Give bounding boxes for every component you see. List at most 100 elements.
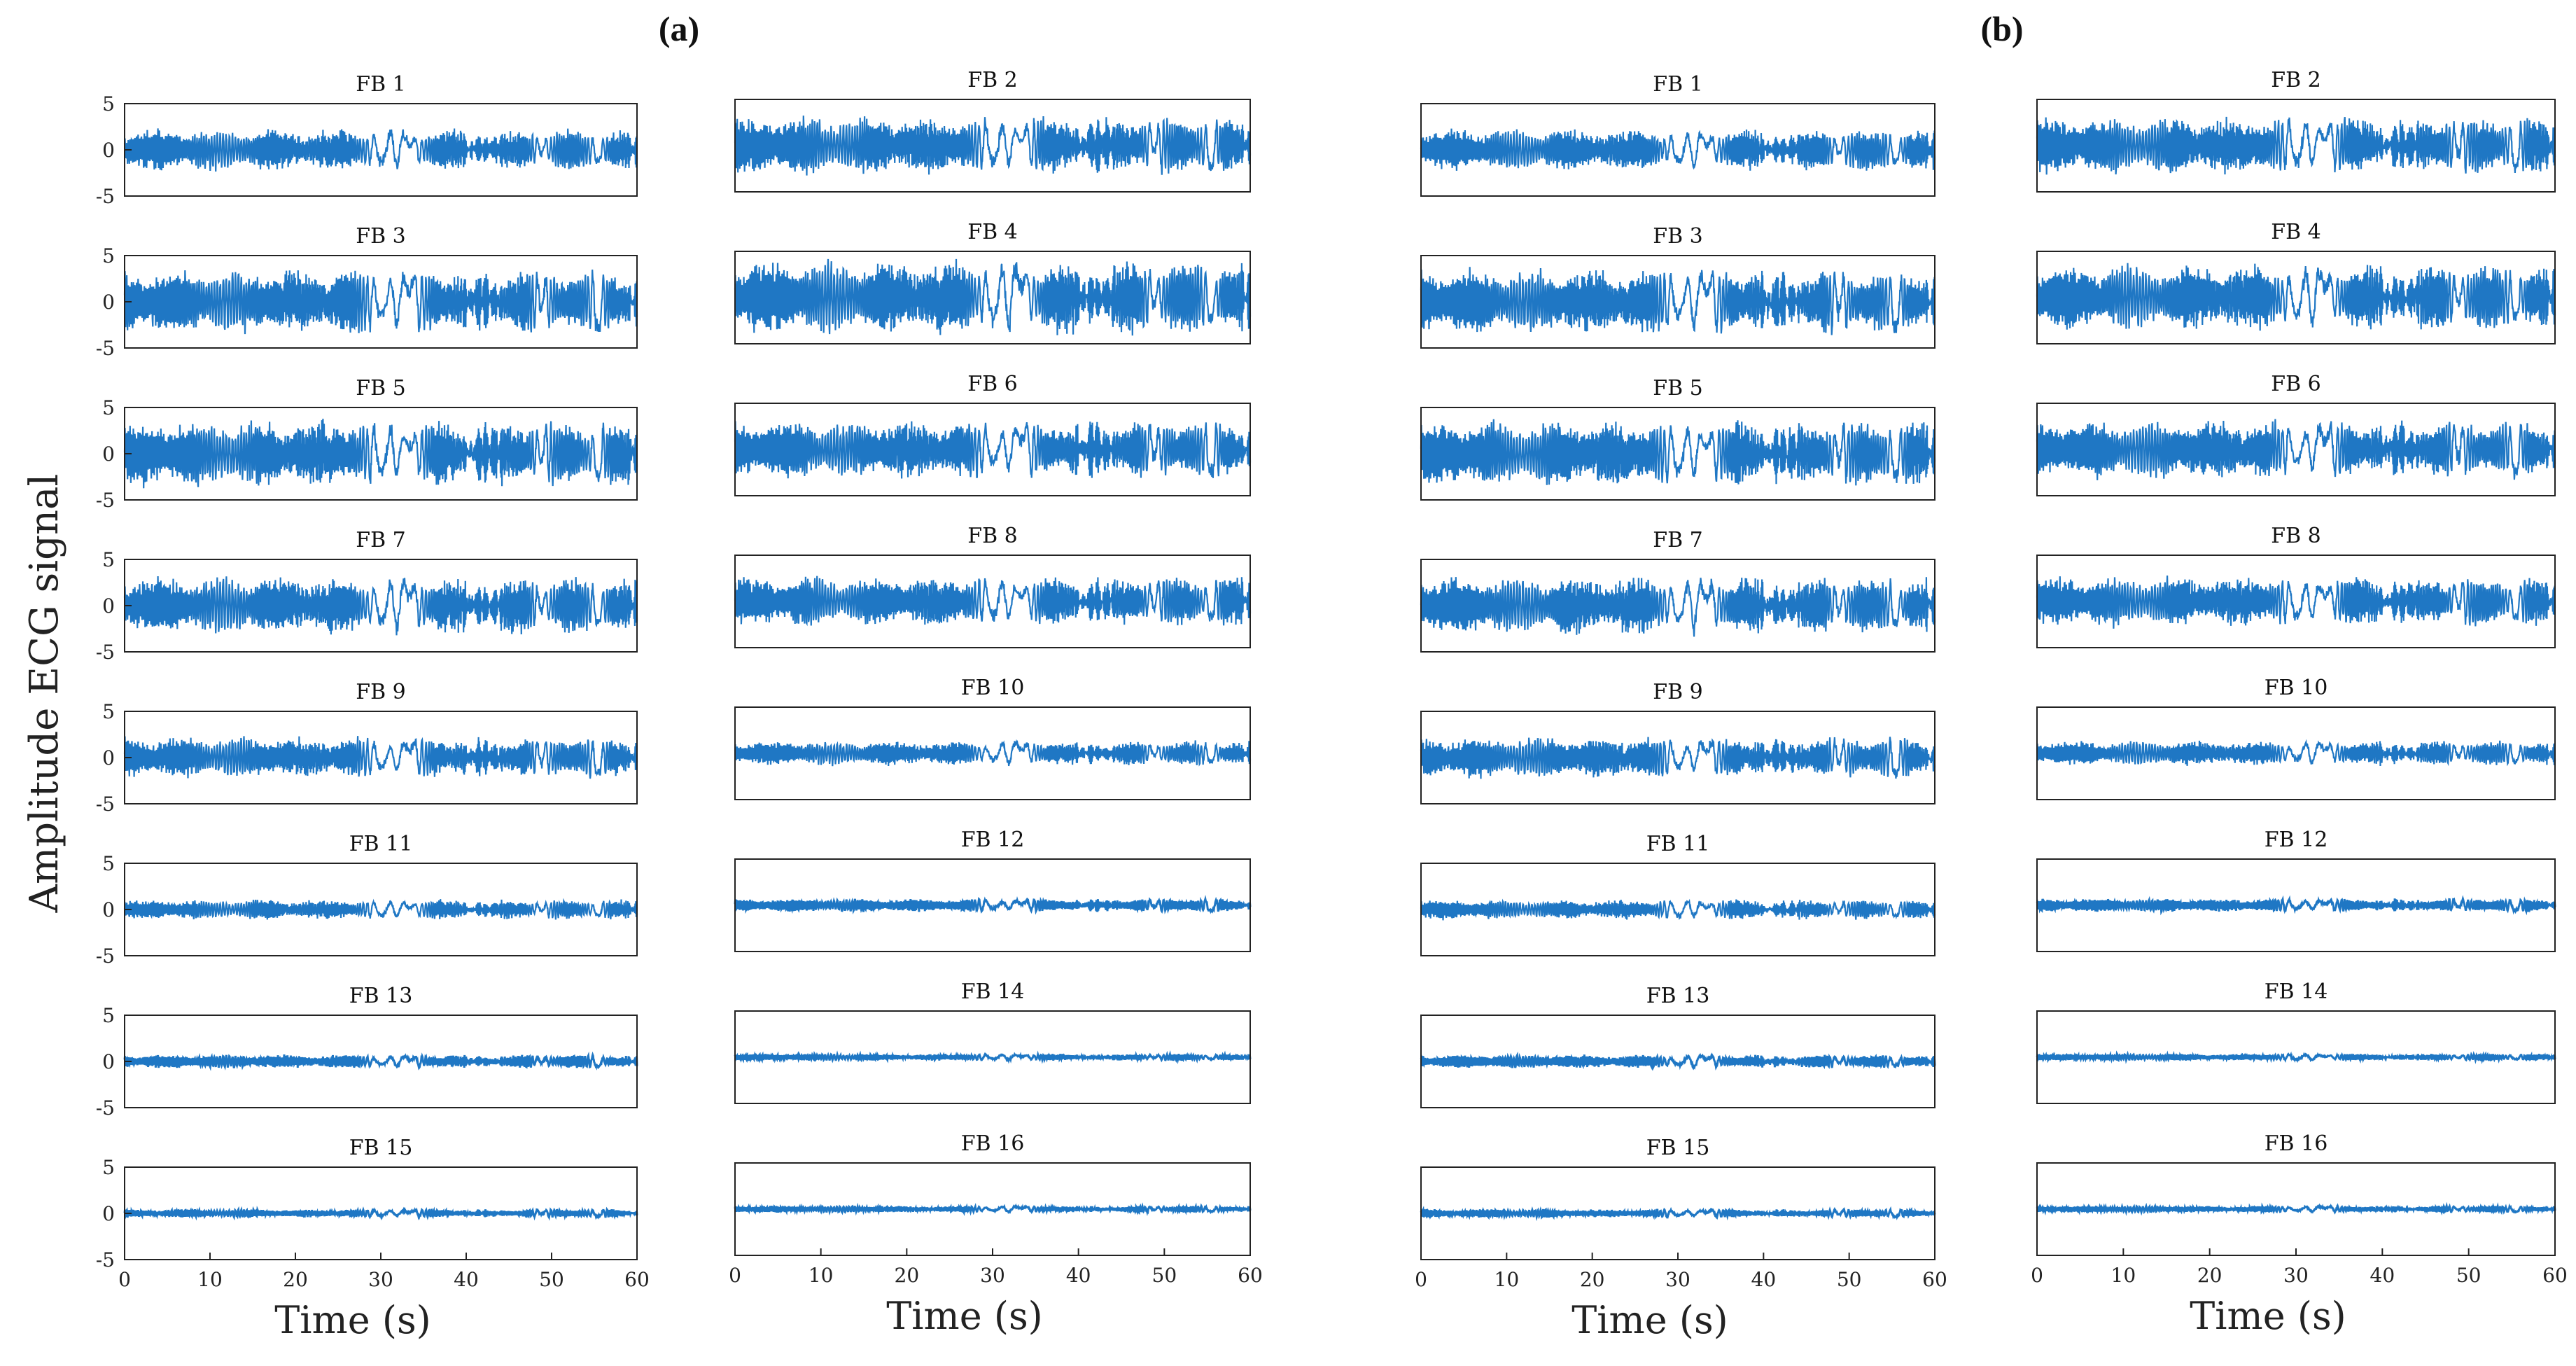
signal-trace <box>1420 419 1936 486</box>
subplot-b-fb5: FB 5 <box>1420 376 1936 501</box>
axes-box <box>2036 555 2556 648</box>
signal-trace <box>734 739 1252 767</box>
subplot-title: FB 14 <box>961 980 1025 1004</box>
subplot-title: FB 13 <box>1646 984 1710 1008</box>
signal-trace <box>123 270 638 335</box>
x-tick-label: 0 <box>1415 1268 1427 1291</box>
subplot-b-fb14: FB 14 <box>2036 980 2556 1104</box>
x-tick-label: 40 <box>454 1268 479 1291</box>
signal-trace <box>734 576 1252 627</box>
y-tick-label: 5 <box>102 852 115 875</box>
signal-trace <box>1420 898 1936 921</box>
signal-trace <box>123 736 638 779</box>
axes-box <box>2036 1010 2556 1104</box>
subplot-title: FB 6 <box>2271 372 2320 396</box>
x-tick-label: 50 <box>1837 1268 1862 1291</box>
x-axis-label: Time (s) <box>1572 1298 1728 1342</box>
x-tick-label: 10 <box>197 1268 223 1291</box>
subplot-title: FB 8 <box>967 524 1017 548</box>
subplot-title: FB 7 <box>356 528 405 552</box>
axes-box <box>2036 403 2556 496</box>
y-tick-label: -5 <box>96 641 115 664</box>
axes-box <box>734 555 1251 648</box>
subplot-title: FB 3 <box>1653 224 1702 249</box>
subplot-title: FB 1 <box>356 72 405 97</box>
subplot-b-fb3: FB 3 <box>1420 224 1936 349</box>
y-tick-label: 5 <box>102 396 115 419</box>
x-tick-label: 60 <box>1922 1268 1947 1291</box>
signal-trace <box>123 576 638 636</box>
axes-box <box>734 706 1251 800</box>
y-tick-label: 0 <box>102 1202 115 1225</box>
signal-trace <box>1420 737 1936 779</box>
axes-box <box>734 1010 1251 1104</box>
signal-trace <box>1420 1206 1936 1222</box>
subplot-a-fb6: FB 6 <box>734 372 1252 496</box>
subplot-a-fb12: FB 12 <box>734 828 1252 952</box>
signal-trace <box>734 116 1252 176</box>
signal-trace <box>734 258 1252 336</box>
x-tick-label: 20 <box>1580 1268 1605 1291</box>
y-tick-label: 0 <box>102 442 115 466</box>
subplot-b-fb13: FB 13 <box>1420 984 1936 1108</box>
axes-box <box>1420 863 1935 956</box>
axes-box <box>1420 255 1935 349</box>
subplot-a-fb14: FB 14 <box>734 980 1252 1104</box>
x-tick-label: 60 <box>624 1268 650 1291</box>
x-tick-label: 60 <box>1238 1264 1263 1287</box>
signal-trace <box>734 895 1252 915</box>
subplot-title: FB 7 <box>1653 528 1702 552</box>
subplot-b-fb6: FB 6 <box>2036 372 2556 496</box>
x-tick-label: 0 <box>729 1264 741 1287</box>
subplot-b-fb8: FB 8 <box>2036 524 2556 648</box>
signal-trace <box>734 1202 1252 1216</box>
y-tick-label: 0 <box>102 1050 115 1073</box>
subplot-a-fb5: FB 5 5 0 -5 <box>96 376 638 512</box>
axes-box <box>2036 706 2556 800</box>
subplot-title: FB 16 <box>961 1131 1025 1156</box>
x-axis-label: Time (s) <box>2190 1294 2346 1338</box>
panel-a-label: (a) <box>659 9 699 48</box>
subplot-a-fb4: FB 4 <box>734 220 1252 344</box>
y-tick-label: 5 <box>102 1156 115 1179</box>
axes-box <box>734 99 1251 193</box>
axes-box <box>2036 99 2556 193</box>
signal-trace <box>1420 128 1936 171</box>
x-tick-label: 20 <box>895 1264 920 1287</box>
y-tick-label: 0 <box>102 594 115 618</box>
subplot-b-fb16: FB 16 0 10 20 30 40 50 60 Time (s) <box>2031 1131 2568 1338</box>
subplot-title: FB 9 <box>1653 680 1702 704</box>
x-tick-label: 50 <box>539 1268 564 1291</box>
y-tick-label: -5 <box>96 1096 115 1120</box>
subplot-a-fb2: FB 2 <box>734 68 1252 193</box>
signal-trace <box>123 1206 638 1221</box>
x-tick-label: 30 <box>1665 1268 1690 1291</box>
axes-box <box>1420 407 1935 501</box>
y-tick-label: 5 <box>102 92 115 116</box>
x-tick-label: 50 <box>2456 1264 2482 1287</box>
x-tick-label: 20 <box>283 1268 308 1291</box>
subplot-b-fb15: FB 15 0 10 20 30 40 50 60 Time (s) <box>1415 1136 1947 1342</box>
axes-box <box>734 251 1251 344</box>
subplot-b-fb1: FB 1 <box>1420 72 1936 197</box>
signal-trace <box>2036 1050 2556 1065</box>
signal-trace <box>2036 739 2556 767</box>
signal-trace <box>2036 1201 2556 1216</box>
y-axis-label: Amplitude ECG signal <box>22 474 67 914</box>
subplot-title: FB 16 <box>2264 1131 2328 1156</box>
subplot-b-fb11: FB 11 <box>1420 832 1936 956</box>
subplot-b-fb10: FB 10 <box>2036 676 2556 800</box>
x-tick-label: 30 <box>2283 1264 2309 1287</box>
subplot-title: FB 3 <box>356 224 405 249</box>
subplot-title: FB 10 <box>2264 676 2328 700</box>
subplot-title: FB 11 <box>1646 832 1710 856</box>
axes-box <box>2036 858 2556 952</box>
x-tick-label: 40 <box>1751 1268 1777 1291</box>
signal-trace <box>2036 263 2556 331</box>
signal-trace <box>1420 267 1936 335</box>
subplot-title: FB 11 <box>349 832 413 856</box>
x-tick-label: 50 <box>1152 1264 1177 1287</box>
signal-trace <box>2036 575 2556 629</box>
subplot-title: FB 4 <box>967 220 1017 244</box>
